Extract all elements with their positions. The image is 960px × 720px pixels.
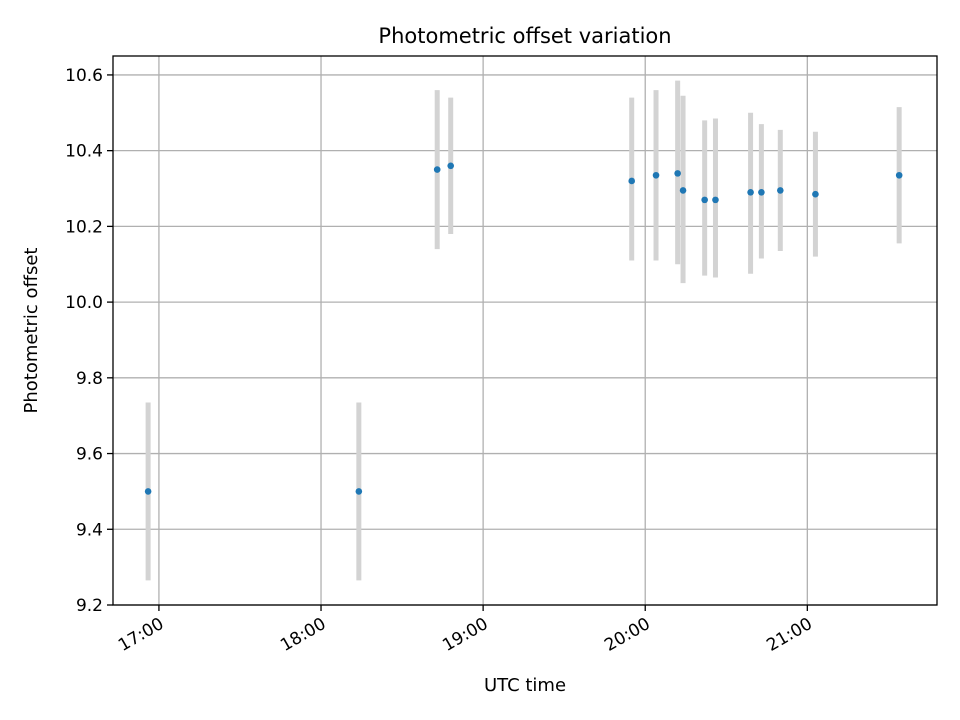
data-point — [447, 162, 455, 170]
data-point — [628, 177, 636, 185]
y-axis-title: Photometric offset — [21, 248, 42, 414]
y-tick-label: 9.6 — [76, 445, 103, 465]
plot-frame — [112, 55, 938, 606]
y-tick-label: 10.2 — [65, 217, 103, 237]
data-point — [747, 189, 754, 196]
data-point — [712, 196, 719, 204]
data-points — [144, 162, 903, 495]
data-point — [355, 488, 363, 495]
y-tick-label: 9.2 — [76, 596, 103, 616]
y-tick-label: 10.4 — [65, 142, 103, 162]
data-point — [758, 189, 765, 196]
data-point — [433, 166, 441, 173]
chart-title: Photometric offset variation — [378, 24, 671, 48]
data-point — [812, 190, 819, 198]
data-point — [895, 171, 903, 179]
y-tick-label: 9.4 — [76, 520, 103, 540]
data-point — [701, 196, 708, 204]
data-point — [679, 187, 687, 194]
y-tick-label: 9.8 — [76, 369, 103, 389]
x-axis-title: UTC time — [484, 675, 566, 696]
data-point — [652, 171, 660, 179]
data-point — [777, 187, 784, 194]
y-tick-label: 10.6 — [65, 66, 103, 86]
data-point — [144, 488, 152, 495]
data-point — [674, 170, 681, 177]
y-tick-label: 10.0 — [65, 293, 103, 313]
